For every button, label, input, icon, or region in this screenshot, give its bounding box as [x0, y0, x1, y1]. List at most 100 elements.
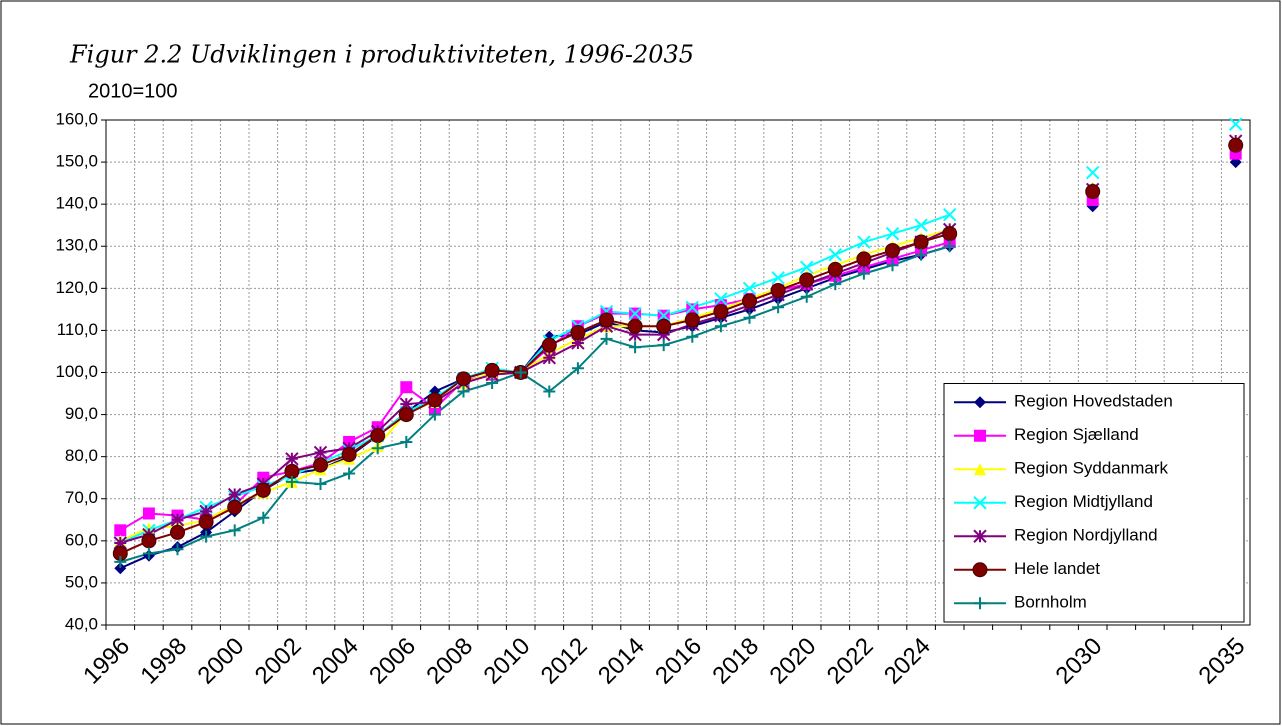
marker: [227, 487, 242, 502]
y-tick-label: 70,0: [65, 488, 98, 507]
legend-marker: [973, 529, 987, 543]
marker: [456, 371, 471, 387]
marker: [799, 260, 814, 274]
marker: [713, 303, 729, 319]
marker: [484, 362, 500, 378]
marker: [571, 362, 584, 375]
marker: [113, 536, 128, 550]
marker: [857, 235, 871, 249]
legend-label: Region Sjælland: [1014, 425, 1139, 444]
legend-label: Bornholm: [1014, 593, 1087, 612]
legend-label: Region Midtjylland: [1014, 492, 1153, 511]
series-line: [120, 245, 950, 563]
marker: [257, 511, 270, 524]
marker: [770, 282, 786, 298]
marker: [142, 507, 155, 520]
legend-marker: [972, 562, 988, 578]
legend-marker: [974, 597, 986, 610]
y-tick-label: 60,0: [65, 530, 98, 549]
marker: [1228, 117, 1243, 131]
legend-marker: [974, 396, 986, 409]
marker: [828, 247, 843, 262]
marker: [171, 543, 184, 556]
marker: [428, 408, 441, 421]
marker: [915, 248, 928, 261]
marker: [313, 457, 328, 473]
marker: [656, 327, 671, 342]
marker: [742, 293, 757, 309]
marker: [856, 251, 872, 267]
y-tick-label: 120,0: [55, 278, 98, 297]
legend-label: Region Hovedstaden: [1014, 392, 1173, 411]
marker: [885, 242, 900, 258]
marker: [942, 226, 958, 242]
legend-marker: [974, 463, 986, 476]
marker: [714, 292, 728, 306]
y-tick-label: 130,0: [55, 236, 98, 255]
marker: [543, 385, 556, 398]
marker: [514, 366, 527, 379]
marker: [200, 530, 213, 543]
y-tick-label: 150,0: [55, 152, 98, 171]
marker: [400, 381, 413, 394]
legend-marker: [974, 429, 986, 442]
marker: [885, 226, 900, 241]
marker: [170, 524, 185, 540]
marker: [313, 445, 328, 460]
marker: [541, 337, 557, 353]
marker: [628, 327, 642, 342]
marker: [714, 320, 727, 333]
legend-label: Region Syddanmark: [1014, 459, 1169, 478]
marker: [943, 240, 956, 253]
y-tick-label: 160,0: [55, 109, 98, 128]
marker: [886, 259, 899, 272]
y-tick-label: 40,0: [65, 614, 98, 633]
marker: [227, 499, 243, 515]
marker: [285, 475, 298, 488]
chart-title: Figur 2.2 Udviklingen i produktiviteten,…: [69, 41, 694, 69]
marker: [628, 306, 642, 321]
marker: [686, 330, 699, 343]
marker: [141, 533, 157, 549]
marker: [199, 504, 213, 519]
y-tick-label: 80,0: [65, 446, 98, 465]
marker: [629, 341, 642, 354]
marker: [114, 524, 127, 537]
marker: [399, 397, 414, 411]
y-tick-label: 140,0: [55, 194, 98, 213]
marker: [142, 547, 155, 560]
marker: [542, 351, 557, 365]
y-tick-label: 110,0: [57, 320, 98, 339]
legend-label: Region Nordjylland: [1014, 526, 1158, 545]
marker: [857, 267, 870, 280]
legend: Region Hovedstaden Region Sjælland Region …: [943, 383, 1245, 623]
marker: [913, 234, 929, 250]
marker: [570, 325, 586, 341]
marker: [1228, 137, 1244, 153]
marker: [370, 428, 386, 444]
y-tick-label: 100,0: [55, 362, 98, 381]
y-tick-label: 90,0: [65, 404, 98, 423]
marker: [427, 392, 443, 408]
marker: [371, 442, 384, 455]
marker: [627, 318, 643, 334]
marker: [684, 312, 700, 328]
marker: [343, 467, 356, 480]
marker: [656, 318, 672, 334]
marker: [571, 336, 585, 350]
marker: [600, 332, 613, 345]
marker: [772, 301, 785, 314]
marker: [686, 303, 699, 316]
marker: [1085, 184, 1101, 200]
marker: [914, 218, 928, 232]
marker: [827, 261, 843, 277]
marker: [829, 278, 842, 291]
marker: [942, 207, 957, 222]
marker: [742, 281, 757, 296]
marker: [743, 311, 756, 324]
marker: [486, 377, 499, 390]
marker: [341, 447, 357, 463]
chart-subtitle: 2010=100: [88, 80, 178, 102]
marker: [400, 435, 413, 448]
